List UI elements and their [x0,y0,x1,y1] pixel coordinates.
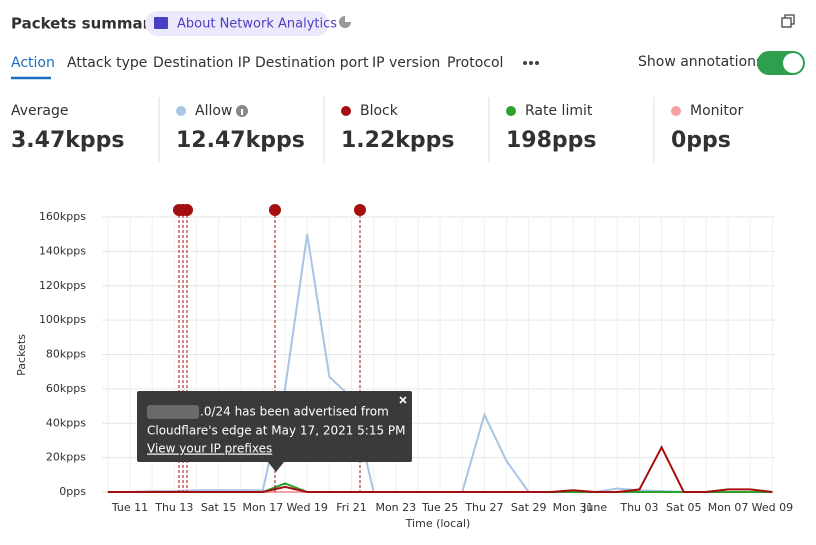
x-tick-label: Sat 29 [511,501,547,514]
y-tick-label: 40kpps [46,416,86,429]
x-axis-label: Time (local) [405,517,471,530]
stat-value: 198pps [506,128,597,153]
info-icon-mark [241,109,243,115]
x-tick-label: Tue 25 [421,501,458,514]
title: Packets summary [11,15,160,33]
x-tick-label: Tue 11 [111,501,148,514]
tooltip-box [137,391,412,462]
stat-value: 1.22kpps [341,128,455,153]
y-tick-label: 60kpps [46,382,86,395]
blurred-prefix [147,405,199,419]
stat-label: Monitor [690,103,743,119]
popout-icon[interactable] [781,17,792,28]
x-tick-label: June [582,501,607,514]
stat-label: Block [360,103,399,119]
series-line [107,445,773,493]
stat-label: Average [11,103,69,119]
annotation-marker[interactable] [354,204,366,216]
more-dot[interactable] [523,61,527,65]
stat-label: Allow [195,103,232,119]
pie-slice [345,16,351,22]
y-axis-label: Packets [15,334,28,376]
stat-dot [341,106,351,116]
x-tick-label: Wed 19 [286,501,327,514]
x-tick-label: Thu 13 [154,501,193,514]
stat-dot [506,106,516,116]
tab[interactable]: Attack type [67,55,147,71]
x-tick-label: Wed 09 [752,501,793,514]
y-tick-label: 80kpps [46,348,86,361]
tooltip-text: .0/24 has been advertised from [200,405,389,419]
stat-value: 0pps [671,128,731,153]
tooltip: .0/24 has been advertised from Cloudflar… [137,391,412,472]
x-tick-label: Sat 05 [666,501,702,514]
tooltip-arrow [268,462,284,472]
stat-value: 3.47kpps [11,128,125,153]
y-tick-label: 120kpps [39,279,86,292]
annotation-marker[interactable] [269,204,281,216]
popout-icon-back [784,14,795,25]
stat-value: 12.47kpps [176,128,305,153]
tooltip-text: Cloudflare's edge at May 17, 2021 5:15 P… [147,424,406,438]
tab[interactable]: Destination port [255,55,369,71]
y-tick-label: 160kpps [39,210,86,223]
stat-dot [176,106,186,116]
badge-text[interactable]: About Network Analytics [177,17,337,32]
x-tick-label: Mon 23 [375,501,416,514]
toggle-knob [783,53,803,73]
y-tick-label: 100kpps [39,313,86,326]
stat-dot [671,106,681,116]
badge[interactable] [145,11,329,36]
stat-label: Rate limit [525,103,593,119]
x-tick-label: Mon 31 [553,501,594,514]
x-tick-label: Mon 17 [243,501,284,514]
y-tick-label: 20kpps [46,451,86,464]
tab[interactable]: Protocol [447,55,503,71]
x-tick-label: Thu 03 [619,501,658,514]
book-icon [154,17,168,29]
y-tick-label: 0pps [59,485,86,498]
x-tick-label: Sat 15 [201,501,237,514]
more-dot[interactable] [529,61,533,65]
tab[interactable]: Destination IP [153,55,250,71]
y-tick-label: 140kpps [39,244,86,257]
annotation-marker[interactable] [181,204,193,216]
more-dot[interactable] [535,61,539,65]
tab[interactable]: Action [11,55,55,71]
tooltip-close[interactable] [399,396,407,404]
tooltip-link[interactable]: View your IP prefixes [147,442,272,456]
x-tick-label: Thu 27 [464,501,503,514]
tab[interactable]: IP version [372,55,440,71]
x-tick-label: Fri 21 [336,501,367,514]
toggle-label: Show annotations [638,54,763,70]
x-tick-label: Mon 07 [708,501,749,514]
